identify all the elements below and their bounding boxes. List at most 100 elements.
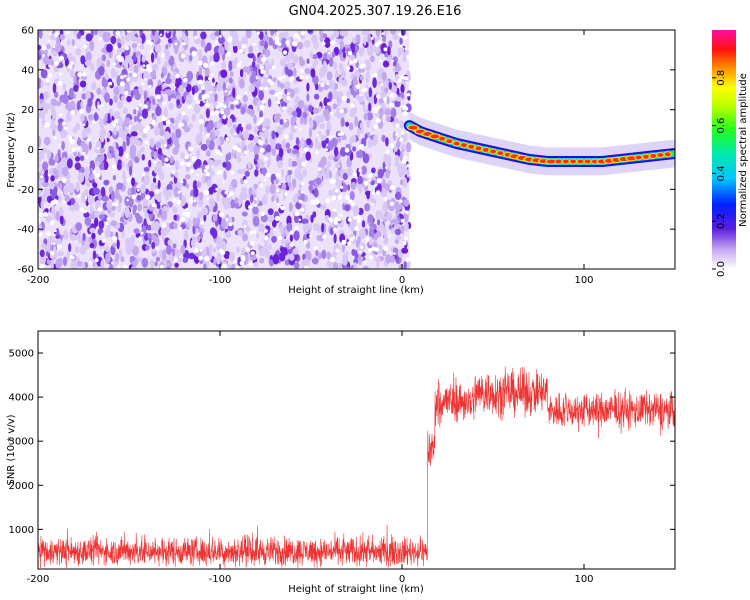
noise-gap (57, 80, 63, 86)
noise-blob (295, 156, 303, 163)
noise-blob (247, 52, 255, 59)
noise-gap (129, 67, 132, 70)
noise-gap (352, 236, 356, 239)
noise-blob (74, 162, 81, 171)
noise-blob (392, 34, 399, 40)
noise-blob (58, 181, 63, 190)
noise-gap (367, 174, 372, 179)
noise-blob (377, 219, 381, 226)
noise-blob (213, 129, 221, 137)
noise-blob (325, 137, 329, 144)
noise-blob (222, 81, 226, 92)
noise-blob (66, 251, 71, 261)
noise-gap (201, 94, 207, 100)
noise-blob (141, 225, 147, 237)
noise-blob (82, 232, 86, 242)
noise-blob (38, 162, 41, 168)
noise-blob (47, 58, 54, 67)
noise-gap (406, 163, 410, 168)
noise-blob (269, 227, 274, 238)
noise-blob (151, 30, 156, 36)
spectrogram-signal-track (403, 111, 675, 176)
noise-blob (79, 155, 85, 162)
signal-peak-red (482, 147, 489, 152)
noise-blob (151, 241, 156, 250)
noise-gap (327, 102, 331, 106)
noise-gap (164, 157, 169, 162)
noise-blob (118, 127, 123, 138)
noise-blob (308, 180, 316, 186)
noise-gap (347, 241, 352, 246)
noise-blob (359, 47, 363, 57)
noise-blob (401, 247, 409, 254)
noise-blob (298, 56, 304, 62)
noise-gap (358, 168, 363, 173)
noise-blob (256, 103, 260, 113)
noise-blob (295, 137, 300, 146)
noise-blob (311, 257, 319, 265)
noise-blob (368, 87, 372, 98)
noise-blob (300, 192, 305, 202)
noise-blob (392, 86, 397, 93)
noise-blob (259, 110, 263, 119)
noise-blob (394, 99, 401, 108)
noise-gap (224, 90, 228, 93)
noise-gap (197, 60, 203, 66)
noise-blob (397, 48, 402, 58)
noise-gap (406, 55, 411, 60)
noise-blob (117, 146, 124, 158)
noise-blob (366, 71, 370, 79)
noise-blob (188, 123, 194, 129)
noise-blob (61, 166, 69, 177)
noise-blob (395, 208, 400, 218)
noise-gap (61, 178, 67, 183)
noise-blob (173, 214, 177, 221)
noise-gap (113, 118, 119, 124)
noise-blob (107, 131, 111, 139)
noise-blob (253, 145, 259, 155)
noise-blob (229, 71, 234, 78)
noise-blob (73, 150, 77, 157)
noise-gap (178, 255, 182, 258)
noise-blob (121, 132, 127, 141)
noise-gap (227, 194, 231, 198)
noise-gap (148, 68, 153, 73)
noise-blob (293, 54, 299, 64)
noise-blob (104, 160, 108, 170)
noise-gap (49, 250, 55, 256)
y-tick-label: 5000 (9, 349, 34, 360)
noise-blob (93, 30, 98, 36)
noise-blob (216, 137, 221, 148)
noise-blob (315, 83, 319, 91)
snr-x-ticks: -200 -100 0 100 (27, 331, 594, 585)
noise-gap (186, 162, 191, 168)
noise-gap (313, 246, 318, 251)
noise-blob (258, 131, 264, 137)
noise-blob (146, 224, 153, 231)
noise-blob (84, 59, 92, 67)
noise-blob (359, 228, 366, 240)
noise-blob (313, 93, 320, 100)
noise-gap (258, 120, 263, 124)
noise-blob (201, 207, 209, 216)
noise-blob (308, 127, 313, 138)
noise-gap (344, 147, 350, 153)
noise-blob (116, 182, 124, 190)
y-tick-label: 3000 (9, 437, 34, 448)
noise-blob (280, 58, 286, 67)
noise-blob (213, 52, 220, 63)
noise-blob (285, 54, 290, 62)
noise-blob (225, 231, 232, 239)
noise-gap (294, 226, 299, 231)
noise-blob (88, 141, 92, 151)
noise-gap (248, 205, 253, 210)
noise-blob (402, 54, 407, 63)
noise-blob (375, 30, 381, 37)
noise-gap (353, 172, 357, 177)
noise-gap (214, 40, 219, 45)
noise-gap (182, 111, 186, 116)
noise-gap (264, 236, 269, 241)
noise-blob (85, 168, 91, 175)
noise-blob (38, 77, 42, 89)
noise-blob (224, 161, 232, 171)
